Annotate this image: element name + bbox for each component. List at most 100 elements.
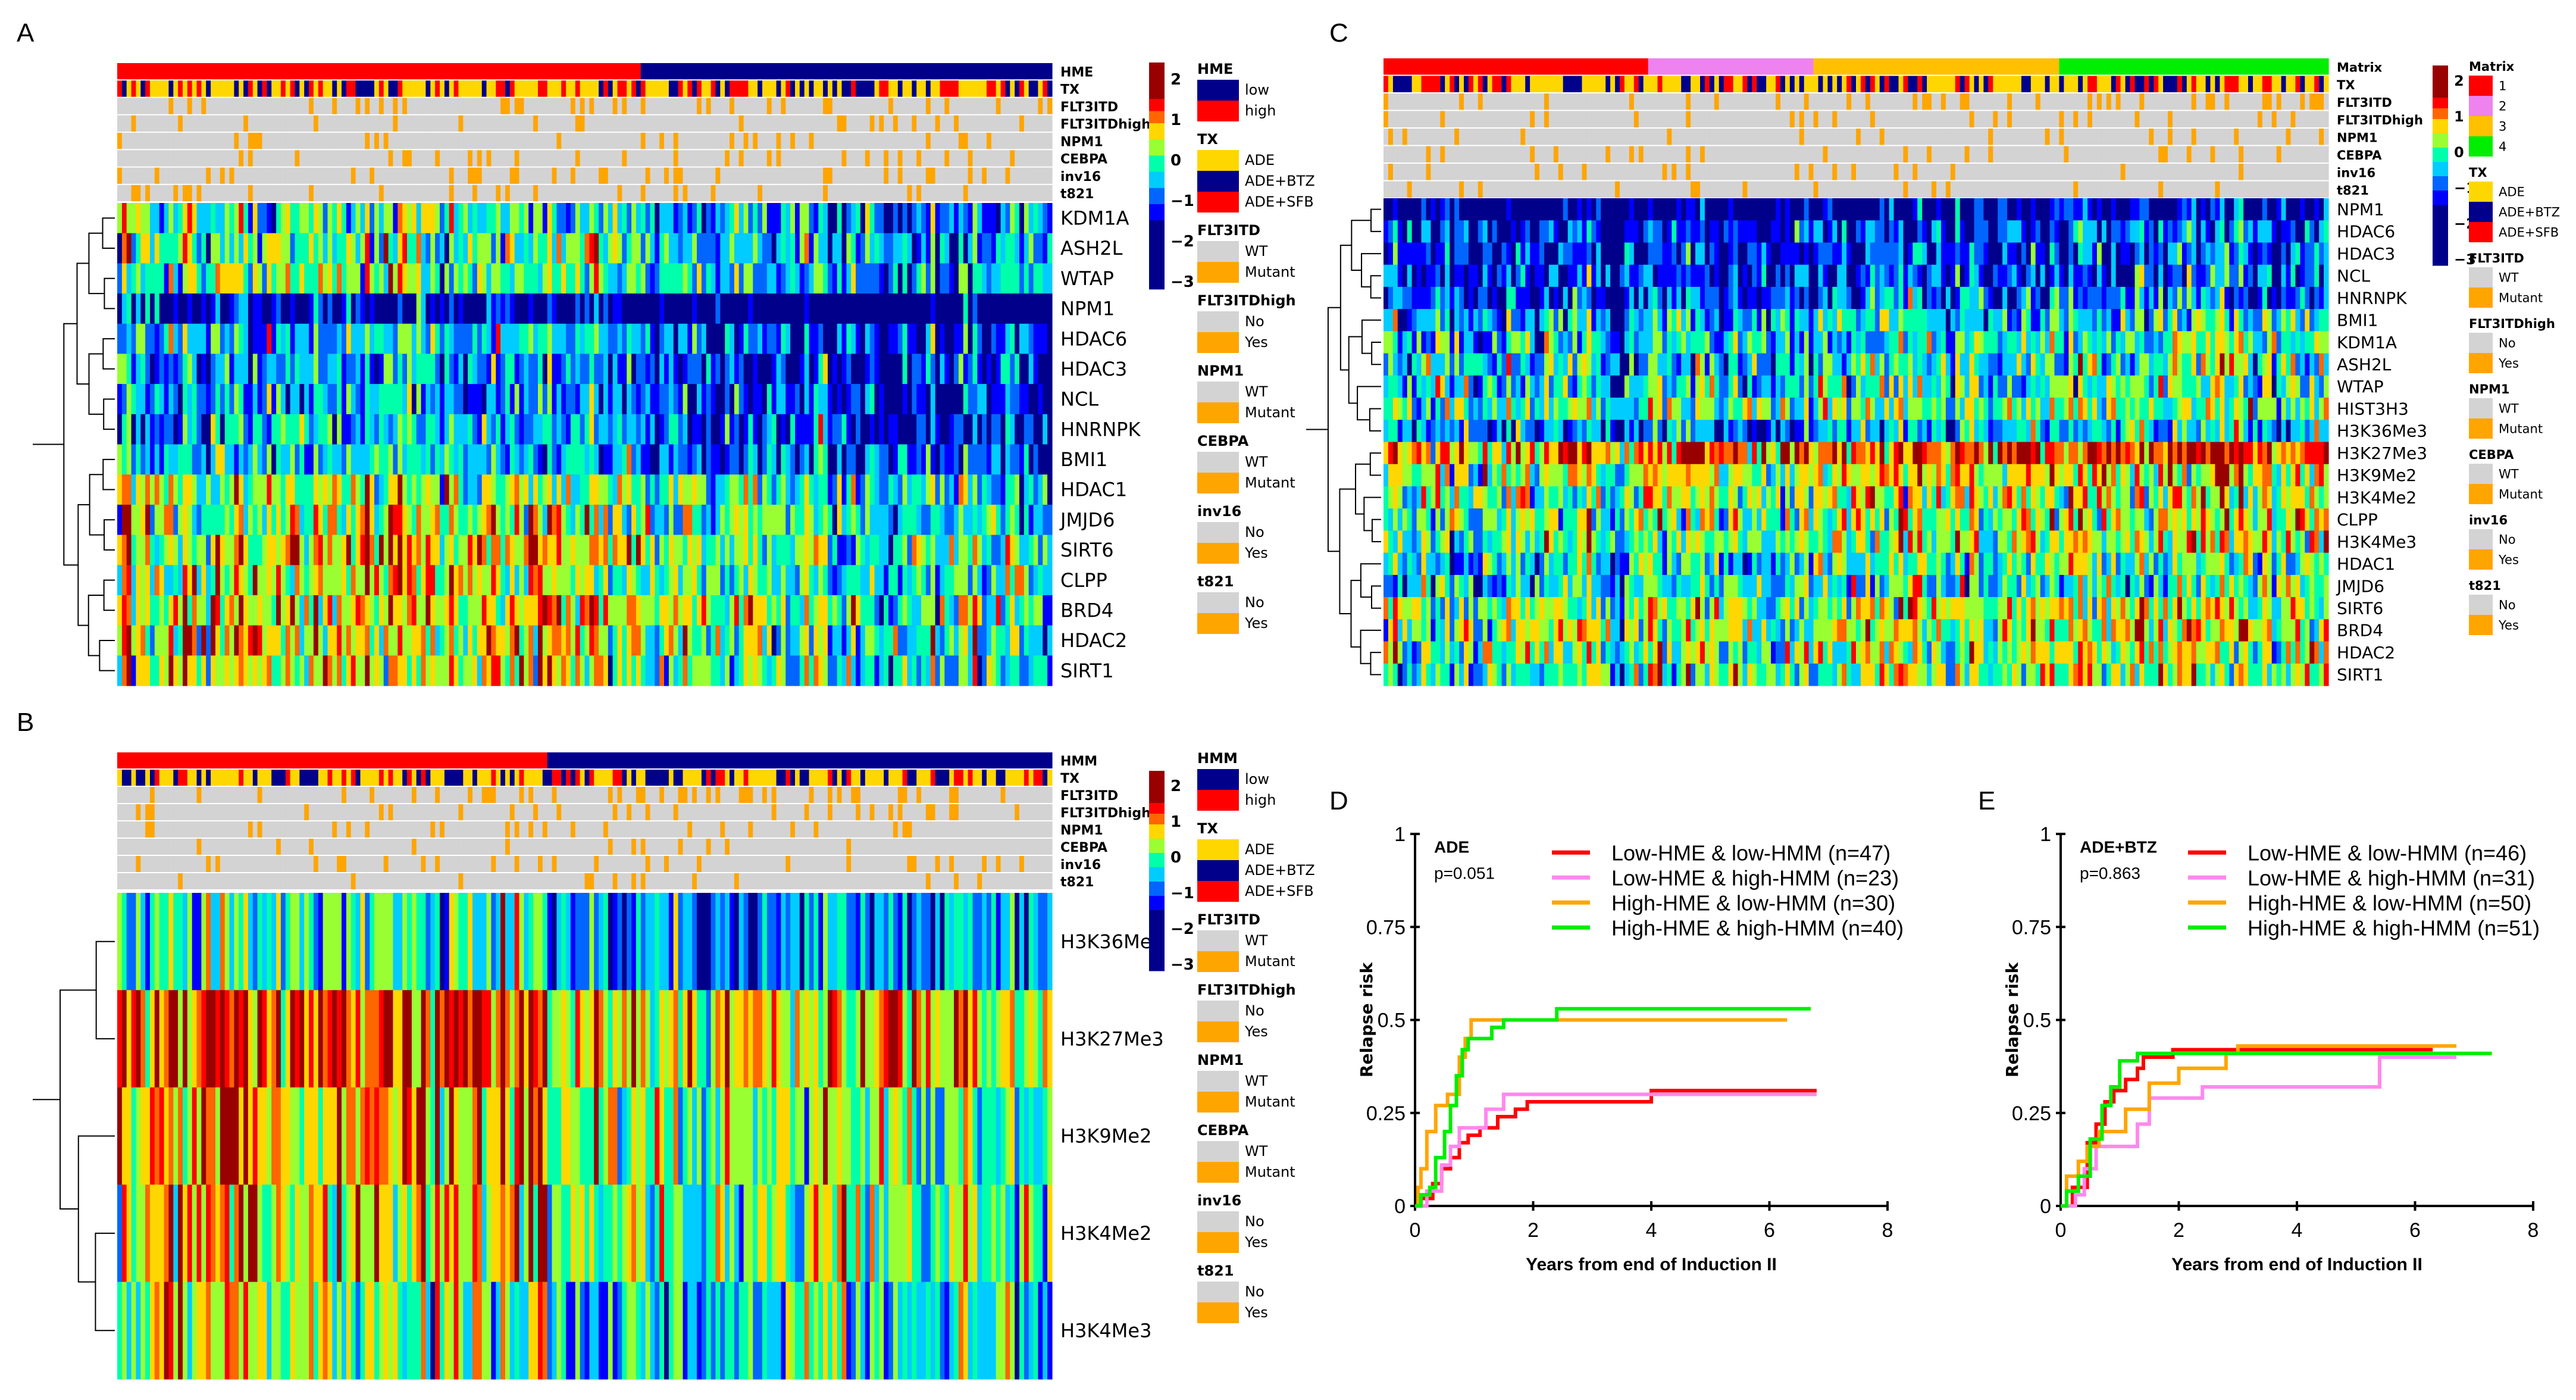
annotation-cell <box>930 98 936 114</box>
annotation-cell <box>285 63 291 80</box>
heatmap-cell <box>252 535 258 565</box>
heatmap-cell <box>402 233 408 264</box>
annotation-cell <box>337 185 342 202</box>
heatmap-cell <box>355 535 361 565</box>
heatmap-cell <box>874 384 879 415</box>
annotation-cell <box>159 98 165 114</box>
heatmap-cell <box>1019 595 1025 626</box>
annotation-cell <box>668 150 674 167</box>
heatmap-cell <box>538 444 543 475</box>
heatmap-cell <box>477 354 483 385</box>
annotation-cell <box>378 150 384 167</box>
heatmap-cell <box>248 444 253 475</box>
annotation-cell <box>173 133 179 149</box>
annotation-cell <box>355 185 361 202</box>
heatmap-cell <box>818 233 824 264</box>
heatmap-cell <box>860 655 866 686</box>
heatmap-cell <box>874 655 879 686</box>
annotation-cell <box>743 150 749 167</box>
annotation-cell <box>627 167 632 184</box>
heatmap-cell <box>215 595 221 626</box>
legend-swatch <box>1197 311 1239 332</box>
annotation-cell <box>949 80 954 97</box>
annotation-cell <box>248 98 253 114</box>
annotation-cell <box>823 63 828 80</box>
heatmap-cell <box>1005 625 1010 656</box>
annotation-cell <box>575 63 581 80</box>
annotation-cell <box>280 167 286 184</box>
annotation-cell <box>697 98 702 114</box>
heatmap-cell <box>790 384 796 415</box>
heatmap-cell <box>766 263 772 294</box>
annotation-cell <box>748 80 753 97</box>
annotation-cell <box>196 115 202 132</box>
heatmap-cell <box>421 323 427 354</box>
heatmap-cell <box>262 323 267 354</box>
annotation-cell <box>355 80 361 97</box>
annotation-cell <box>687 80 693 97</box>
annotation-cell <box>940 115 945 132</box>
heatmap-cell <box>561 595 566 626</box>
heatmap-cell <box>1028 233 1034 264</box>
heatmap-cell <box>869 595 875 626</box>
heatmap-cell <box>982 565 987 596</box>
heatmap-cell <box>678 354 684 385</box>
heatmap-cell <box>533 504 539 536</box>
annotation-cell <box>435 63 440 80</box>
heatmap-cell <box>963 504 969 536</box>
annotation-cell <box>538 167 543 184</box>
heatmap-cell <box>706 595 712 626</box>
heatmap-cell <box>1038 263 1043 294</box>
heatmap-cell <box>987 323 992 354</box>
heatmap-cell <box>206 444 211 475</box>
annotation-cell <box>762 80 768 97</box>
annotation-cell <box>440 150 445 167</box>
annotation-cell <box>262 150 267 167</box>
heatmap-cell <box>533 655 539 686</box>
annotation-cell <box>799 167 805 184</box>
heatmap-cell <box>350 384 356 415</box>
heatmap-cell <box>589 444 594 475</box>
heatmap-cell <box>472 504 478 536</box>
heatmap-cell <box>977 233 982 264</box>
heatmap-cell <box>552 384 557 415</box>
annotation-cell <box>206 752 211 768</box>
heatmap-cell <box>411 263 417 294</box>
heatmap-cell <box>697 474 702 505</box>
heatmap-cell <box>925 565 931 596</box>
annotation-cell <box>355 98 361 114</box>
heatmap-cell <box>1005 565 1010 596</box>
heatmap-cell <box>921 354 927 385</box>
heatmap-cell <box>692 323 697 354</box>
annotation-cell <box>608 167 614 184</box>
heatmap-cell <box>514 384 520 415</box>
heatmap-cell <box>725 535 730 565</box>
heatmap-cell <box>383 384 389 415</box>
heatmap-cell <box>164 203 170 234</box>
heatmap-cell <box>930 354 936 385</box>
annotation-cell <box>201 752 206 768</box>
heatmap-cell <box>267 655 272 686</box>
heatmap-cell <box>832 444 838 475</box>
annotation-cell <box>168 115 174 132</box>
heatmap-cell <box>547 444 553 475</box>
annotation-cell <box>678 150 684 167</box>
heatmap-cell <box>958 565 964 596</box>
heatmap-cell <box>276 444 281 475</box>
annotation-cell <box>491 63 496 80</box>
heatmap-cell <box>692 625 697 656</box>
heatmap-cell <box>1015 444 1020 475</box>
heatmap-cell <box>659 565 665 596</box>
heatmap-cell <box>884 565 889 596</box>
annotation-cell <box>766 63 772 80</box>
heatmap-cell <box>987 655 992 686</box>
heatmap-cell <box>897 384 903 415</box>
heatmap-cell <box>1019 565 1025 596</box>
heatmap-cell <box>342 354 347 385</box>
annotation-cell <box>1028 133 1034 149</box>
heatmap-cell <box>617 263 622 294</box>
annotation-cell <box>327 98 333 114</box>
annotation-cell <box>982 133 987 149</box>
annotation-cell <box>884 150 889 167</box>
heatmap-cell <box>851 354 856 385</box>
